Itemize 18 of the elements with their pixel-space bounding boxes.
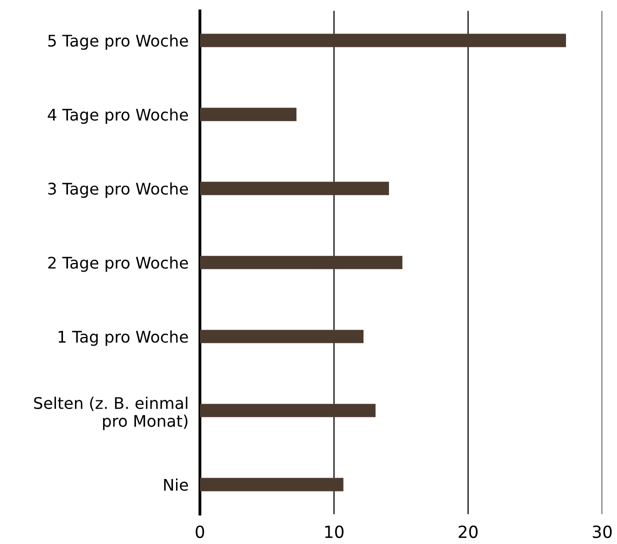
y-tick-label: Selten (z. B. einmal pro Monat)	[34, 396, 188, 430]
y-tick-label: 3 Tage pro Woche	[48, 182, 188, 198]
y-tick-label: 1 Tag pro Woche	[58, 330, 188, 346]
bar	[200, 404, 376, 418]
bar	[200, 34, 566, 48]
y-tick-label: 2 Tage pro Woche	[48, 256, 188, 272]
y-tick-label: Nie	[164, 478, 188, 491]
y-tick-label: 4 Tage pro Woche	[48, 108, 188, 124]
bar	[200, 182, 389, 196]
bar	[200, 256, 402, 270]
x-tick-label: 0	[196, 525, 204, 538]
x-tick-label: 30	[592, 525, 612, 538]
x-tick-label: 10	[325, 525, 344, 538]
y-tick-label: 5 Tage pro Woche	[48, 34, 188, 50]
bar	[200, 108, 296, 122]
x-tick-label: 20	[458, 525, 478, 538]
bar	[200, 478, 344, 492]
bar	[200, 330, 364, 344]
